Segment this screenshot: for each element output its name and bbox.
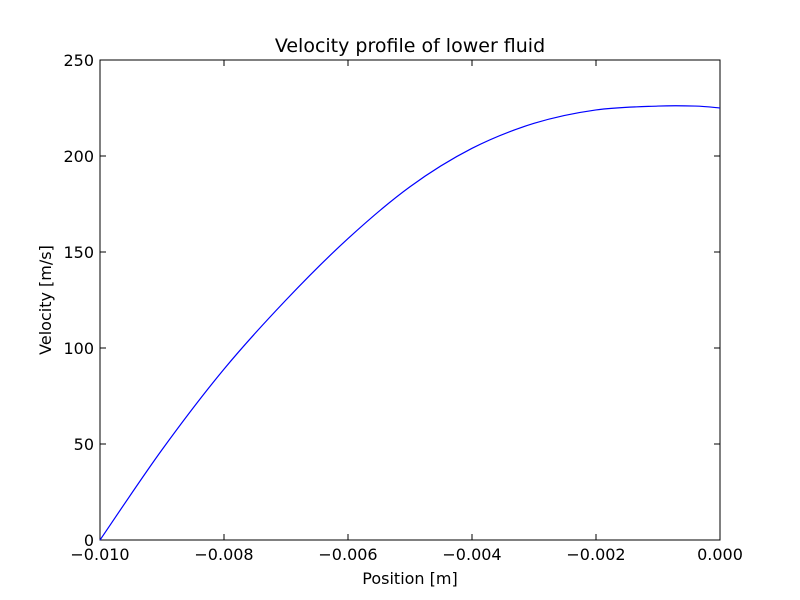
y-axis-label: Velocity [m/s]	[36, 245, 55, 355]
velocity-series-line	[99, 105, 721, 541]
x-axis-label: Position [m]	[362, 569, 457, 588]
y-tick-label: 100	[63, 339, 94, 358]
x-tick-label: 0.000	[697, 545, 743, 564]
y-tick-label: 250	[63, 51, 94, 70]
chart-title: Velocity profile of lower fluid	[275, 35, 545, 57]
y-tick-label: 150	[63, 243, 94, 262]
x-tick-label: −0.010	[70, 545, 129, 564]
y-tick-label: 0	[84, 531, 94, 550]
y-tick-label: 200	[63, 147, 94, 166]
series-layer	[99, 105, 721, 541]
x-axis-ticks: −0.010 −0.008 −0.006 −0.004 −0.002 0.000	[70, 60, 743, 564]
y-tick-label: 50	[74, 435, 94, 454]
x-tick-label: −0.002	[566, 545, 625, 564]
x-tick-label: −0.008	[194, 545, 253, 564]
x-tick-label: −0.006	[318, 545, 377, 564]
x-tick-label: −0.004	[442, 545, 501, 564]
plot-area-frame	[99, 59, 721, 541]
y-axis-ticks: 0 50 100 150 200 250	[63, 51, 720, 550]
